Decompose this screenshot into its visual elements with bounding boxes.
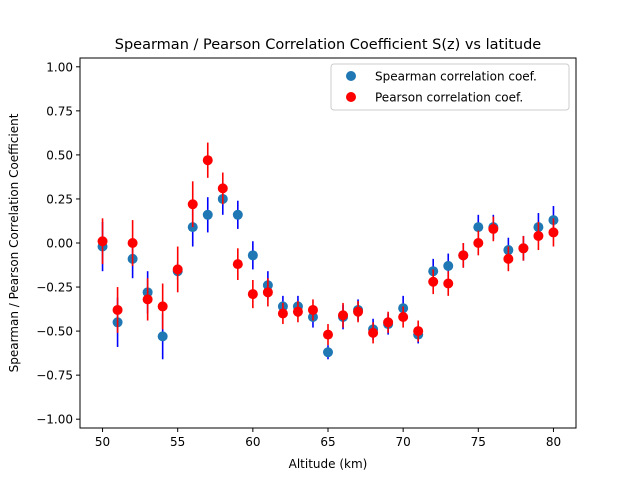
data-point [533, 230, 544, 241]
data-point [202, 209, 213, 220]
x-tick-label: 50 [95, 435, 110, 449]
data-point [247, 289, 258, 300]
y-tick-label: −0.50 [36, 325, 73, 339]
data-point [187, 199, 198, 210]
data-point [368, 327, 379, 338]
data-point [247, 250, 258, 261]
legend: Spearman correlation coef. Pearson corre… [330, 63, 570, 111]
x-tick-label: 75 [471, 435, 486, 449]
data-point [473, 238, 484, 248]
data-point [428, 276, 439, 287]
axis-ticks: 50 55 60 65 70 75 80 −1.00 −0.75 −0.50 −0.25 0.00 0.… [36, 60, 561, 449]
pearson-series [97, 142, 559, 346]
x-tick-label: 80 [546, 435, 561, 449]
data-point [97, 236, 108, 247]
data-point [473, 222, 484, 233]
data-point [488, 223, 499, 234]
data-point [262, 287, 273, 298]
y-tick-label: −0.75 [36, 369, 73, 383]
y-tick-label: −0.25 [36, 281, 73, 295]
data-point [413, 326, 424, 337]
legend-label-spearman: Spearman correlation coef. [375, 70, 537, 84]
data-point [338, 310, 349, 321]
y-tick-label: −1.00 [36, 413, 73, 427]
data-point [292, 306, 303, 317]
y-tick-label: 0.25 [46, 192, 73, 206]
data-point [323, 329, 333, 340]
data-point [518, 243, 529, 254]
data-point [548, 227, 559, 238]
legend-marker-spearman [346, 71, 356, 81]
data-point [307, 304, 318, 315]
x-tick-label: 60 [245, 435, 260, 449]
data-point [353, 306, 364, 317]
y-tick-label: 1.00 [46, 60, 73, 74]
data-point [458, 250, 469, 261]
legend-label-pearson: Pearson correlation coef. [375, 91, 523, 105]
data-point [202, 155, 213, 166]
data-point [383, 317, 394, 328]
data-point [503, 253, 514, 264]
y-tick-label: 0.50 [46, 148, 73, 162]
y-axis-label: Spearman / Pearson Correlation Coefficie… [7, 113, 21, 372]
data-point [217, 183, 228, 194]
legend-marker-pearson [346, 92, 356, 102]
x-tick-label: 55 [170, 435, 185, 449]
y-tick-label: 0.00 [46, 237, 73, 251]
x-tick-label: 70 [396, 435, 411, 449]
legend-box [330, 63, 570, 111]
data-point [443, 278, 454, 289]
data-point [112, 304, 123, 315]
y-tick-label: 0.75 [46, 104, 73, 118]
data-point [172, 264, 183, 275]
data-point [142, 294, 153, 305]
data-point [232, 259, 243, 270]
data-point [157, 331, 168, 342]
x-axis-label: Altitude (km) [289, 457, 368, 471]
data-point [323, 347, 333, 358]
data-point [443, 260, 454, 271]
data-point [127, 238, 138, 248]
plot-frame [79, 57, 577, 429]
data-marks [97, 142, 559, 360]
data-point [157, 301, 168, 312]
data-point [232, 209, 243, 220]
chart-title: Spearman / Pearson Correlation Coefficie… [115, 37, 542, 53]
data-point [398, 312, 409, 322]
x-tick-label: 65 [320, 435, 335, 449]
data-point [277, 308, 288, 319]
